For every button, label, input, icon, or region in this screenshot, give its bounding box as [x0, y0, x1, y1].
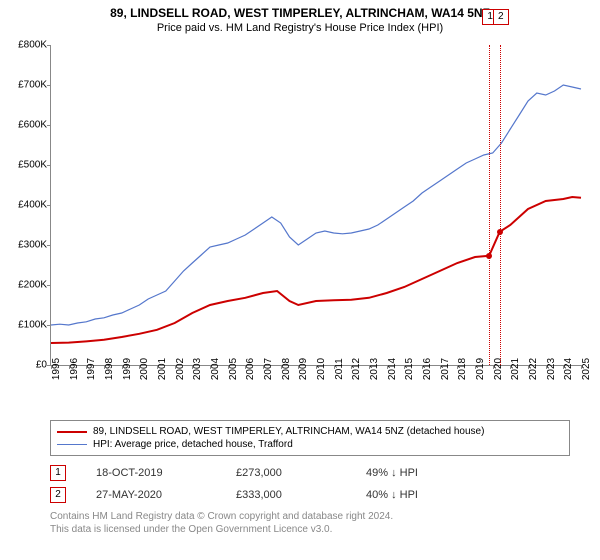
legend-swatch — [57, 431, 87, 433]
x-tick-label: 2024 — [563, 358, 574, 380]
sale-date: 18-OCT-2019 — [96, 467, 236, 479]
x-tick-label: 2001 — [157, 358, 168, 380]
y-tick-label: £100K — [18, 320, 47, 331]
x-tick-label: 2025 — [581, 358, 592, 380]
chart-title: 89, LINDSELL ROAD, WEST TIMPERLEY, ALTRI… — [0, 0, 600, 20]
x-tick-label: 2019 — [475, 358, 486, 380]
x-tick-label: 2009 — [298, 358, 309, 380]
sale-delta: 40% ↓ HPI — [366, 489, 486, 501]
x-tick-label: 2011 — [334, 358, 345, 380]
x-tick-label: 1999 — [122, 358, 133, 380]
legend-box: 89, LINDSELL ROAD, WEST TIMPERLEY, ALTRI… — [50, 420, 570, 456]
sale-marker-badge: 2 — [493, 9, 509, 25]
y-tick-label: £700K — [18, 80, 47, 91]
sale-marker-dot — [486, 253, 492, 259]
legend-label: 89, LINDSELL ROAD, WEST TIMPERLEY, ALTRI… — [93, 426, 484, 437]
x-tick-label: 1997 — [86, 358, 97, 380]
sale-row-badge: 1 — [50, 465, 66, 481]
x-tick-label: 2015 — [404, 358, 415, 380]
sale-row: 2 27-MAY-2020£333,00040% ↓ HPI — [50, 484, 486, 506]
x-tick-label: 2017 — [440, 358, 451, 380]
x-tick-label: 1996 — [69, 358, 80, 380]
footer-line-2: This data is licensed under the Open Gov… — [50, 523, 393, 536]
legend-label: HPI: Average price, detached house, Traf… — [93, 439, 293, 450]
x-tick-label: 2013 — [369, 358, 380, 380]
x-tick-label: 2014 — [387, 358, 398, 380]
sale-marker-vline — [500, 45, 501, 365]
chart-container: 89, LINDSELL ROAD, WEST TIMPERLEY, ALTRI… — [0, 0, 600, 560]
x-tick-label: 2000 — [139, 358, 150, 380]
sale-price: £273,000 — [236, 467, 366, 479]
legend-row: HPI: Average price, detached house, Traf… — [57, 438, 563, 451]
chart-lines-svg — [51, 45, 581, 365]
footer-line-1: Contains HM Land Registry data © Crown c… — [50, 510, 393, 523]
x-tick-label: 2002 — [175, 358, 186, 380]
y-tick-label: £200K — [18, 280, 47, 291]
x-tick-label: 2007 — [263, 358, 274, 380]
x-tick-label: 1998 — [104, 358, 115, 380]
sale-marker-vline — [489, 45, 490, 365]
x-tick-label: 2010 — [316, 358, 327, 380]
x-tick-label: 2022 — [528, 358, 539, 380]
y-tick-label: £300K — [18, 240, 47, 251]
x-tick-label: 2008 — [281, 358, 292, 380]
x-tick-label: 2005 — [228, 358, 239, 380]
y-tick-label: £0 — [36, 360, 47, 371]
x-tick-label: 2021 — [510, 358, 521, 380]
sale-marker-dot — [497, 229, 503, 235]
sale-price: £333,000 — [236, 489, 366, 501]
x-tick-label: 2003 — [192, 358, 203, 380]
y-tick-label: £400K — [18, 200, 47, 211]
sale-row: 1 18-OCT-2019£273,00049% ↓ HPI — [50, 462, 486, 484]
sale-row-badge: 2 — [50, 487, 66, 503]
x-tick-label: 2012 — [351, 358, 362, 380]
x-tick-label: 2006 — [245, 358, 256, 380]
x-tick-label: 2018 — [457, 358, 468, 380]
chart-area: £0£100K£200K£300K£400K£500K£600K£700K£80… — [50, 45, 580, 385]
y-tick-label: £600K — [18, 120, 47, 131]
x-tick-label: 2004 — [210, 358, 221, 380]
y-tick-label: £800K — [18, 40, 47, 51]
plot-region: £0£100K£200K£300K£400K£500K£600K£700K£80… — [50, 45, 581, 366]
series-line — [51, 197, 581, 343]
sale-delta: 49% ↓ HPI — [366, 467, 486, 479]
x-tick-label: 1995 — [51, 358, 62, 380]
legend-swatch — [57, 444, 87, 445]
y-tick-label: £500K — [18, 160, 47, 171]
x-tick-label: 2016 — [422, 358, 433, 380]
x-tick-label: 2020 — [493, 358, 504, 380]
chart-subtitle: Price paid vs. HM Land Registry's House … — [0, 20, 600, 34]
footer-attribution: Contains HM Land Registry data © Crown c… — [50, 510, 393, 536]
sale-date: 27-MAY-2020 — [96, 489, 236, 501]
legend-row: 89, LINDSELL ROAD, WEST TIMPERLEY, ALTRI… — [57, 425, 563, 438]
x-tick-label: 2023 — [546, 358, 557, 380]
sales-table: 1 18-OCT-2019£273,00049% ↓ HPI 2 27-MAY-202… — [50, 462, 486, 506]
series-line — [51, 85, 581, 325]
